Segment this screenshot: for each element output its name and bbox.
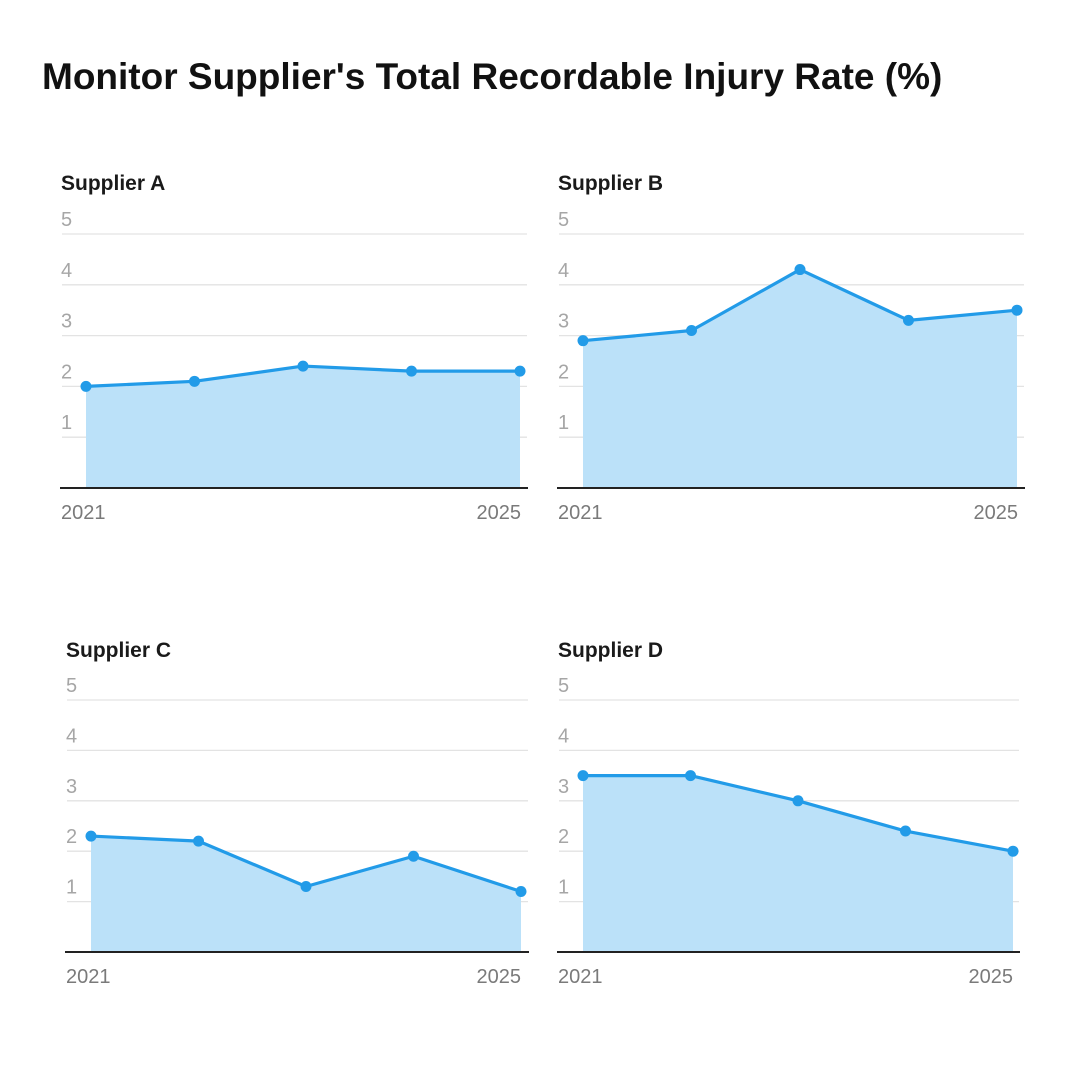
y-tick-label: 2 — [558, 361, 569, 383]
data-point — [1011, 304, 1023, 316]
y-tick-label: 1 — [61, 412, 72, 434]
panel-title: Supplier C — [66, 639, 171, 662]
y-tick-label: 5 — [558, 209, 569, 231]
data-point — [406, 365, 417, 377]
data-point — [577, 335, 589, 347]
y-tick-label: 3 — [558, 776, 569, 798]
x-tick-label: 2021 — [558, 966, 603, 988]
x-tick-label: 2025 — [477, 966, 522, 988]
y-tick-label: 1 — [558, 877, 569, 899]
x-tick-label: 2025 — [969, 966, 1014, 988]
y-tick-label: 3 — [558, 311, 569, 333]
y-tick-label: 3 — [61, 311, 72, 333]
y-tick-label: 2 — [66, 826, 77, 848]
y-tick-label: 4 — [66, 725, 77, 747]
chart-panel-supplier-c: Supplier C 1 2 3 4 5 2021 2025 — [65, 639, 529, 988]
chart-panel-supplier-a: Supplier A 1 2 3 4 5 2021 2025 — [60, 172, 528, 524]
data-point — [80, 380, 92, 392]
data-point — [189, 375, 200, 387]
y-tick-label: 4 — [61, 260, 72, 282]
y-tick-label: 4 — [558, 260, 569, 282]
y-tick-label: 2 — [558, 826, 569, 848]
data-point — [903, 314, 914, 326]
data-point — [408, 850, 419, 862]
data-point — [686, 325, 697, 337]
y-tick-label: 4 — [558, 725, 569, 747]
data-point — [685, 770, 696, 782]
y-tick-label: 5 — [66, 675, 77, 697]
area-fill — [86, 366, 520, 488]
data-point — [193, 835, 204, 847]
chart-panel-supplier-b: Supplier B 1 2 3 4 5 2021 2025 — [557, 172, 1025, 524]
page-title: Monitor Supplier's Total Recordable Inju… — [42, 56, 943, 97]
x-tick-label: 2025 — [477, 502, 522, 524]
y-tick-label: 5 — [61, 209, 72, 231]
area-fill — [583, 775, 1013, 952]
panel-title: Supplier A — [61, 172, 165, 195]
chart-panel-supplier-d: Supplier D 1 2 3 4 5 2021 2025 — [557, 639, 1020, 988]
data-point — [297, 360, 309, 372]
x-tick-label: 2021 — [66, 966, 111, 988]
x-tick-label: 2021 — [61, 502, 106, 524]
data-point — [1007, 845, 1019, 857]
data-point — [300, 880, 312, 892]
y-tick-label: 5 — [558, 675, 569, 697]
data-point — [514, 365, 526, 377]
y-tick-label: 2 — [61, 361, 72, 383]
data-point — [900, 825, 911, 837]
area-fill — [583, 269, 1017, 488]
data-point — [577, 770, 589, 782]
y-tick-label: 1 — [558, 412, 569, 434]
x-tick-label: 2025 — [974, 502, 1019, 524]
y-tick-label: 3 — [66, 776, 77, 798]
data-point — [515, 886, 527, 898]
y-tick-label: 1 — [66, 877, 77, 899]
x-tick-label: 2021 — [558, 502, 603, 524]
data-point — [794, 264, 806, 276]
data-point — [792, 795, 804, 807]
area-fill — [91, 836, 521, 952]
panel-title: Supplier B — [558, 172, 663, 195]
panel-title: Supplier D — [558, 639, 663, 662]
data-point — [85, 830, 97, 842]
